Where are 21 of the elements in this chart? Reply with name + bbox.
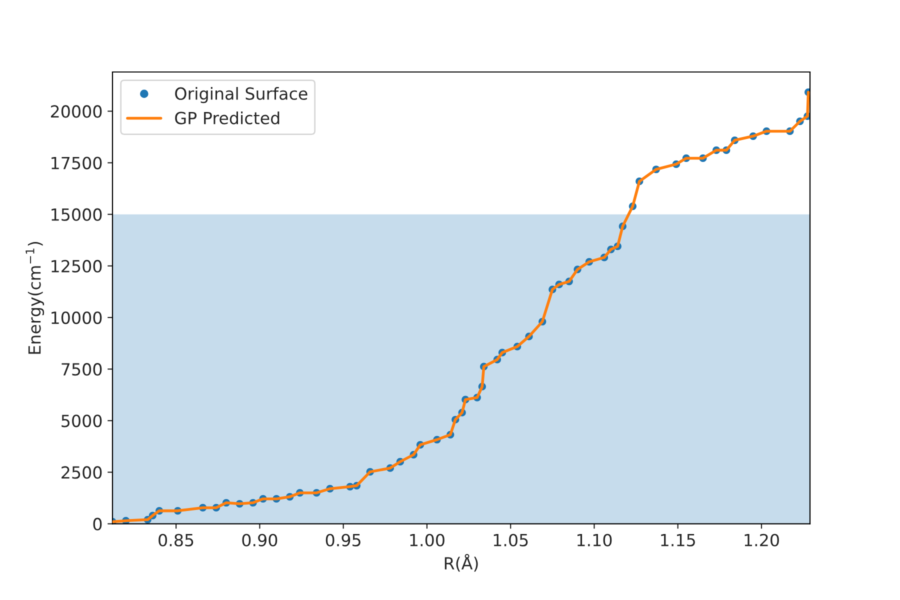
y-tick-label: 5000 (62, 414, 102, 428)
x-tick-label: 0.90 (242, 534, 278, 546)
legend-label: GP Predicted (175, 111, 280, 124)
y-tick-label: 17500 (52, 156, 102, 170)
y-tick-label: 20000 (50, 105, 102, 118)
y-tick-label: 15000 (52, 208, 102, 221)
legend-label: Original Surface (175, 87, 308, 104)
y-tick-label: 2500 (62, 466, 102, 479)
y-tick-label: 7500 (62, 363, 102, 376)
y-tick-label: 12500 (52, 260, 102, 272)
y-tick-label: 10000 (52, 311, 102, 324)
x-tick-label: 1.10 (578, 534, 612, 546)
y-tick-label: 0 (93, 518, 102, 530)
x-tick-label: 1.05 (494, 534, 528, 546)
x-tick-label: 0.95 (326, 534, 360, 546)
x-tick-label: 1.20 (744, 534, 779, 546)
x-axis-title: R(Å) (444, 554, 478, 572)
x-tick-label: 1.00 (410, 534, 444, 546)
x-tick-label: 0.85 (158, 534, 194, 546)
y-axis-title: Energy(cm$^{−1}$) (26, 242, 44, 354)
x-tick-label: 1.15 (661, 534, 695, 546)
